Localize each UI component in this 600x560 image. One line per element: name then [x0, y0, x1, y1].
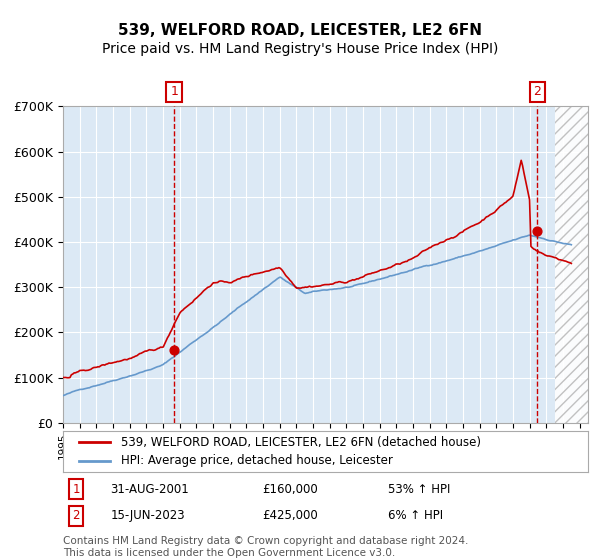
Text: 1: 1 [73, 483, 80, 496]
Text: 1: 1 [170, 86, 178, 99]
Point [169, 346, 179, 355]
Text: 2: 2 [73, 510, 80, 522]
Text: £160,000: £160,000 [263, 483, 318, 496]
Text: 53% ↑ HPI: 53% ↑ HPI [389, 483, 451, 496]
Point [532, 226, 542, 235]
Bar [554, 106, 588, 423]
Text: 15-JUN-2023: 15-JUN-2023 [110, 510, 185, 522]
Text: 2: 2 [533, 86, 541, 99]
Text: 539, WELFORD ROAD, LEICESTER, LE2 6FN (detached house): 539, WELFORD ROAD, LEICESTER, LE2 6FN (d… [121, 436, 481, 449]
Text: 539, WELFORD ROAD, LEICESTER, LE2 6FN: 539, WELFORD ROAD, LEICESTER, LE2 6FN [118, 24, 482, 38]
Text: HPI: Average price, detached house, Leicester: HPI: Average price, detached house, Leic… [121, 454, 392, 467]
Text: Contains HM Land Registry data © Crown copyright and database right 2024.
This d: Contains HM Land Registry data © Crown c… [63, 536, 469, 558]
Text: 31-AUG-2001: 31-AUG-2001 [110, 483, 189, 496]
Text: Price paid vs. HM Land Registry's House Price Index (HPI): Price paid vs. HM Land Registry's House … [102, 43, 498, 57]
Text: £425,000: £425,000 [263, 510, 318, 522]
Text: 6% ↑ HPI: 6% ↑ HPI [389, 510, 443, 522]
